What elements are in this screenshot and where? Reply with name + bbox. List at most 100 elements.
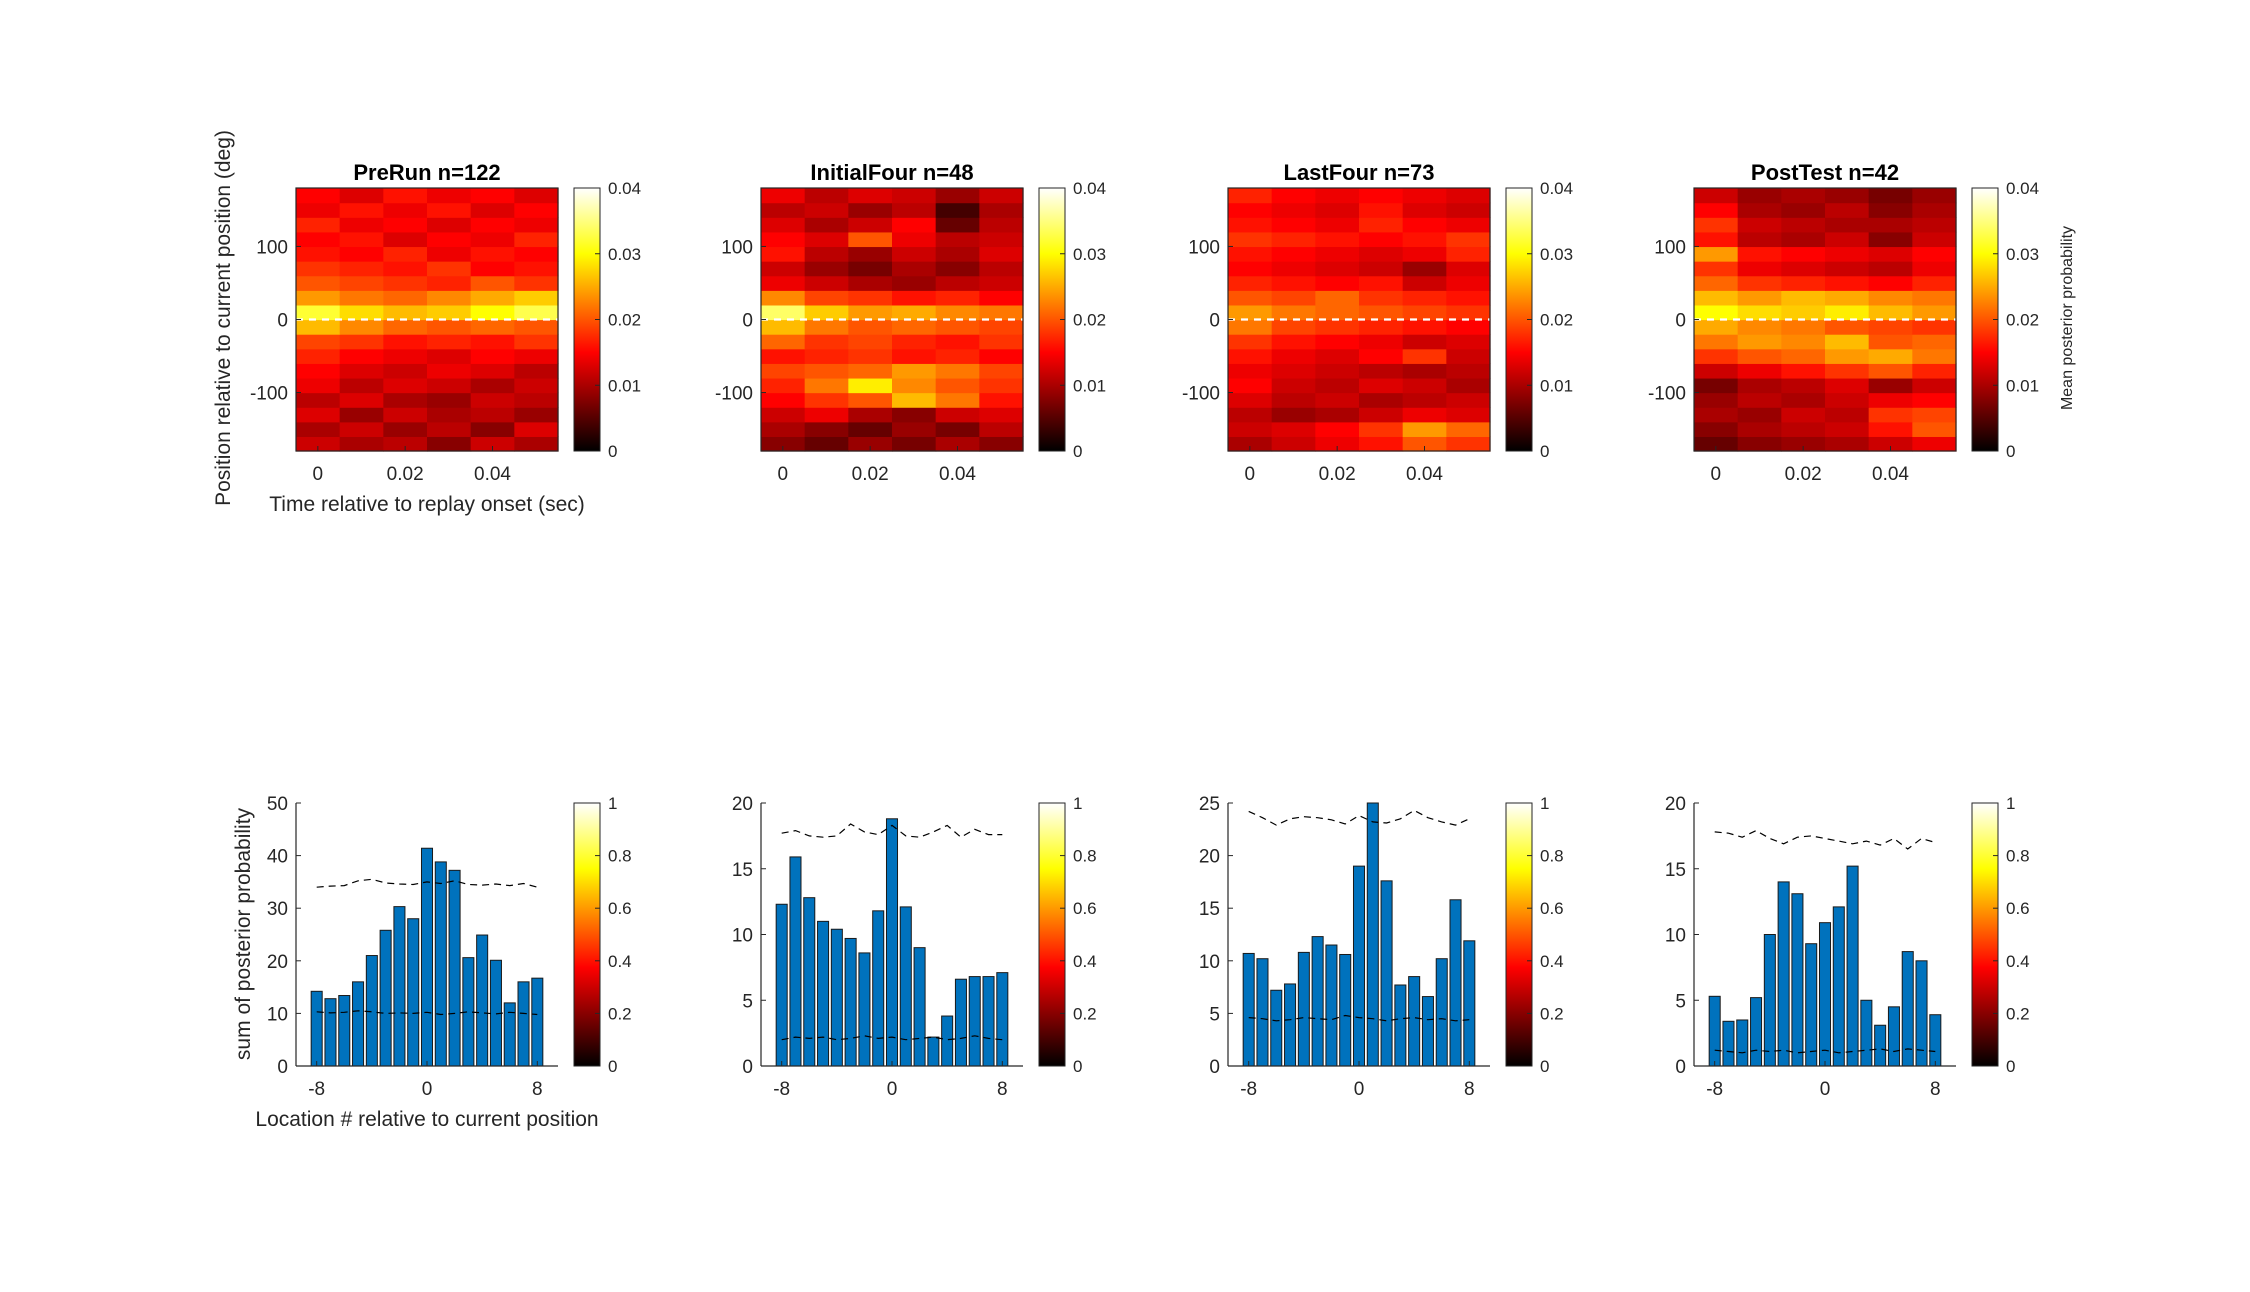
x-tick-label: 0: [313, 464, 324, 485]
heatmap-cell: [1315, 188, 1360, 204]
heatmap-cell: [383, 275, 428, 291]
lower-threshold-line: [1714, 1048, 1936, 1054]
colorbar: [1971, 802, 1999, 1067]
bar: [1435, 958, 1448, 1067]
heatmap-cell: [470, 407, 515, 423]
heatmap-cell: [935, 217, 980, 233]
heatmap-cell: [1825, 275, 1870, 291]
heatmap-cell: [1446, 421, 1491, 437]
heatmap-cell: [1228, 377, 1273, 394]
heatmap-cell: [339, 363, 384, 379]
heatmap-cell: [1228, 275, 1273, 291]
x-tick-label: 0.02: [1785, 464, 1822, 485]
heatmap-cell: [1694, 348, 1739, 364]
heatmap-cell: [1868, 231, 1913, 248]
heatmap-cell: [1446, 290, 1491, 306]
bar: [1832, 906, 1845, 1067]
heatmap-cell: [1271, 407, 1316, 423]
heatmap-cell: [804, 202, 849, 218]
heatmap-cell: [979, 319, 1024, 335]
heatmap-cell: [1402, 334, 1447, 350]
bar: [1380, 880, 1393, 1067]
y-tick-label: 20: [732, 794, 753, 815]
heatmap-cell: [761, 231, 806, 248]
heatmap-cell: [296, 319, 341, 335]
heatmap-cell: [761, 319, 806, 335]
heatmap-cell: [892, 377, 937, 394]
heatmap-cell: [1825, 261, 1870, 277]
heatmap-cell: [1271, 363, 1316, 379]
heatmap-cell: [1271, 217, 1316, 233]
colorbar-tick-label: 0.4: [1540, 952, 1564, 971]
heatmap-colorbar-label: Mean posterior probability: [2059, 226, 2076, 410]
bar: [968, 976, 981, 1067]
heatmap-cell: [470, 319, 515, 335]
bar: [1449, 899, 1462, 1067]
heatmap-cell: [1912, 407, 1957, 423]
y-tick-label: 25: [1199, 794, 1220, 815]
bar: [1722, 1020, 1735, 1067]
heatmap-cell: [1315, 334, 1360, 350]
heatmap-cell: [1446, 261, 1491, 277]
heatmap-cell: [1315, 421, 1360, 437]
colorbar-tick-label: 0: [2006, 442, 2015, 461]
x-tick-label: 0: [422, 1079, 433, 1100]
heatmap-cell: [1359, 363, 1404, 379]
heatmap-cell: [296, 246, 341, 262]
heatmap-cell: [1737, 290, 1782, 306]
heatmap-cell: [1359, 392, 1404, 408]
bar: [379, 929, 392, 1067]
heatmap-cell: [1446, 348, 1491, 364]
heatmap-cell: [1359, 334, 1404, 350]
heatmap-cell: [892, 348, 937, 364]
heatmap-cell: [1912, 231, 1957, 248]
bar: [448, 869, 461, 1067]
heatmap-cell: [1912, 202, 1957, 218]
heatmap-cell: [892, 407, 937, 423]
colorbar-tick-label: 0.04: [1073, 179, 1106, 198]
bar: [830, 928, 843, 1067]
heatmap-cell: [1825, 319, 1870, 335]
heatmap-cell: [848, 392, 893, 408]
heatmap-cell: [848, 217, 893, 233]
heatmap-cell: [1737, 334, 1782, 350]
colorbar-tick-label: 0.03: [1540, 245, 1573, 264]
heatmap-cell: [296, 348, 341, 364]
heatmap-cell: [514, 217, 559, 233]
heatmap-cell: [848, 261, 893, 277]
heatmap-cell: [383, 304, 428, 321]
y-tick-label: 0: [1209, 311, 1220, 332]
heatmap-cell: [383, 246, 428, 262]
heatmap-cell: [1737, 377, 1782, 394]
heatmap-cell: [514, 202, 559, 218]
heatmap-cell: [935, 275, 980, 291]
heatmap-cell: [804, 231, 849, 248]
bar: [885, 818, 899, 1067]
heatmap-cell: [427, 392, 472, 408]
heatmap-cell: [804, 377, 849, 394]
heatmap-cell: [427, 407, 472, 423]
heatmap-cell: [1868, 246, 1913, 262]
bar: [775, 903, 788, 1067]
y-tick-label: -100: [1648, 384, 1686, 405]
heatmap-cell: [804, 304, 849, 321]
heatmap-cell: [1912, 348, 1957, 364]
heatmap-cell: [427, 261, 472, 277]
heatmap-cell: [1912, 304, 1957, 321]
y-tick-label: 100: [721, 237, 753, 258]
y-tick-label: 100: [1188, 237, 1220, 258]
heatmap-cell: [339, 436, 384, 452]
heatmap-cell: [1359, 188, 1404, 204]
heatmap-cell: [1825, 246, 1870, 262]
heatmap-cell: [761, 407, 806, 423]
heatmap-cell: [892, 231, 937, 248]
bar: [407, 918, 420, 1067]
heatmap-cell: [1694, 363, 1739, 379]
heatmap-cell: [804, 246, 849, 262]
heatmap-cell: [1912, 217, 1957, 233]
heatmap-cell: [848, 202, 893, 218]
y-tick-label: -100: [1182, 384, 1220, 405]
heatmap-cell: [1446, 392, 1491, 408]
y-tick-label: 20: [1665, 794, 1686, 815]
